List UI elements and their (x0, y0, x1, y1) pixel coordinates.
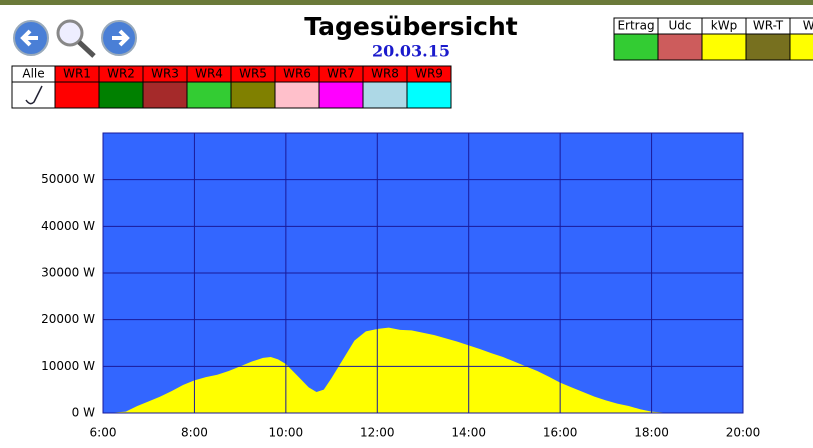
inverter-label: WR3 (151, 67, 179, 81)
legend-label: WR-T (753, 19, 784, 33)
legend-label: kWp (711, 19, 737, 33)
x-tick-label: 8:00 (181, 426, 208, 440)
inverter-label: WR6 (283, 67, 311, 81)
legend-swatch[interactable] (657, 33, 703, 61)
legend-swatch[interactable] (701, 33, 747, 61)
legend-swatch[interactable] (613, 33, 659, 61)
inverter-select[interactable] (186, 81, 232, 109)
legend-swatch[interactable] (745, 33, 791, 61)
inverter-select[interactable] (406, 81, 452, 109)
x-tick-label: 10:00 (269, 426, 304, 440)
x-tick-label: 16:00 (543, 426, 578, 440)
y-tick-label: 0 W (72, 406, 95, 420)
inverter-label: WR1 (63, 67, 91, 81)
x-tick-label: 6:00 (90, 426, 117, 440)
plot-frame (102, 132, 744, 414)
legend-label: Ertrag (617, 19, 654, 33)
legend-label: We (803, 19, 813, 33)
zoom-button[interactable] (56, 19, 96, 58)
inverter-label: WR2 (107, 67, 135, 81)
inverter-label: WR9 (415, 67, 443, 81)
page-title: Tagesübersicht (304, 12, 517, 41)
inverter-label: WR7 (327, 67, 355, 81)
inverter-select[interactable] (142, 81, 188, 109)
x-tick-label: 12:00 (360, 426, 395, 440)
inverter-select[interactable] (318, 81, 364, 109)
inverter-select[interactable] (362, 81, 408, 109)
forward-button[interactable] (101, 20, 137, 56)
check-icon (25, 85, 43, 105)
inverter-label: WR4 (195, 67, 223, 81)
y-tick-label: 20000 W (41, 312, 95, 326)
inverter-select[interactable] (54, 81, 100, 109)
inverter-select[interactable] (11, 81, 56, 109)
x-tick-label: 14:00 (451, 426, 486, 440)
legend-swatch[interactable] (789, 33, 813, 61)
y-tick-label: 10000 W (41, 359, 95, 373)
inverter-select[interactable] (274, 81, 320, 109)
area (114, 327, 675, 413)
inverter-label: WR5 (239, 67, 267, 81)
top-strip (0, 0, 813, 5)
x-tick-label: 20:00 (726, 426, 761, 440)
inverter-label: Alle (22, 67, 44, 81)
inverter-select[interactable] (230, 81, 276, 109)
inverter-label: WR8 (371, 67, 399, 81)
inverter-select[interactable] (98, 81, 144, 109)
y-tick-label: 30000 W (41, 266, 95, 280)
y-tick-label: 50000 W (41, 172, 95, 186)
y-tick-label: 40000 W (41, 219, 95, 233)
date: 20.03.15 (372, 42, 450, 61)
legend-label: Udc (669, 19, 692, 33)
x-tick-label: 18:00 (634, 426, 669, 440)
back-button[interactable] (13, 20, 49, 56)
